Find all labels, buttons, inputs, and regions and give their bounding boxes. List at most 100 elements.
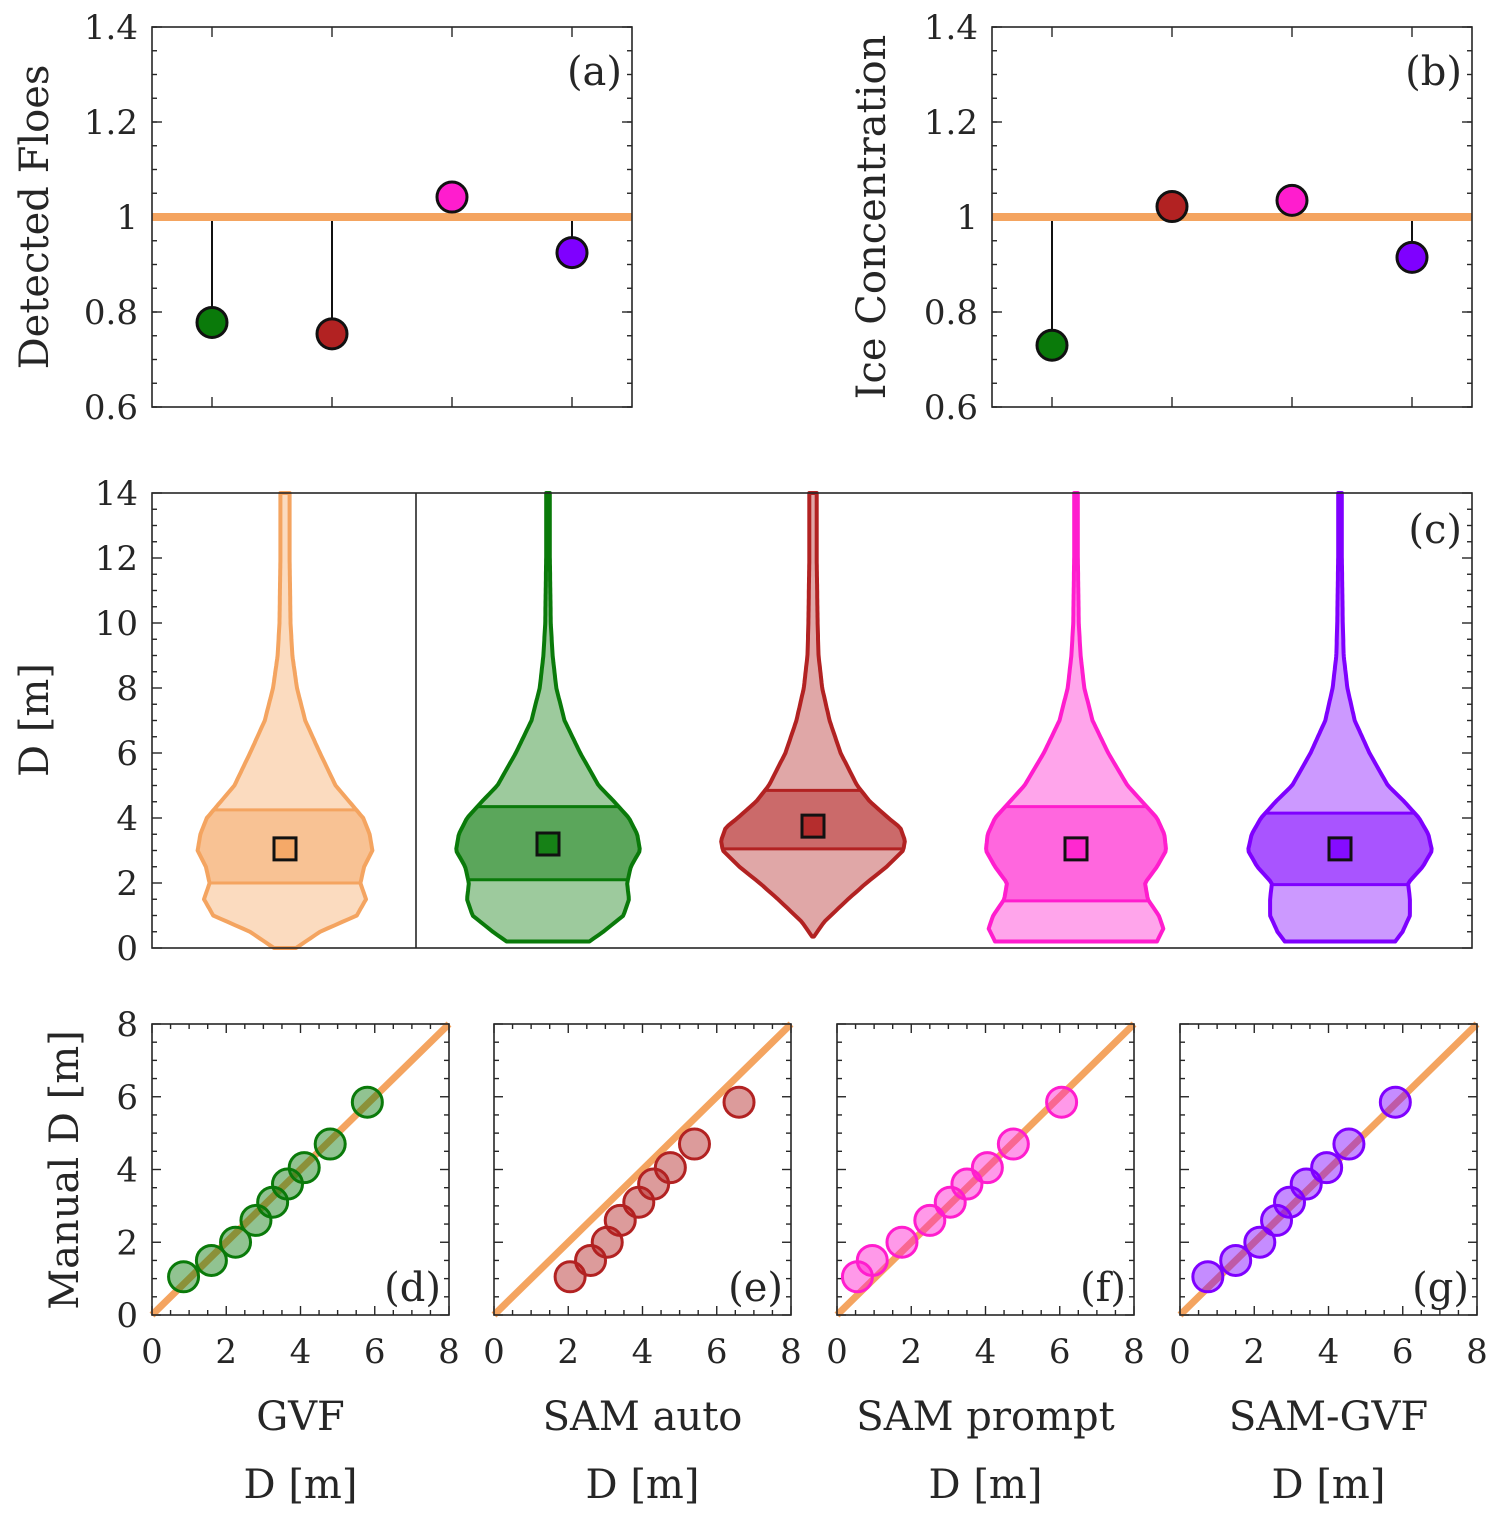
panel-g-xtick-label: 2 (1243, 1332, 1265, 1372)
panel-e-xlabel: D [m] (586, 1462, 700, 1508)
point-SAM-GVF (1310, 1151, 1344, 1185)
panel-b-ytick-label: 0.8 (924, 293, 978, 333)
panel-d-ytick-label: 2 (116, 1223, 138, 1263)
panel-d-xtick-label: 4 (290, 1332, 312, 1372)
point-SAM prompt (1045, 1085, 1079, 1119)
panel-b: 0.6 0.8 1 1.2 1.4 (b) Ice Concentration (849, 8, 1473, 428)
violin-SAM prompt (986, 493, 1166, 942)
point-GVF (313, 1127, 347, 1161)
panel-a-ytick-label: 0.6 (84, 388, 138, 428)
panel-label-b: (b) (1405, 49, 1462, 95)
violin-Manual (197, 493, 373, 948)
marker-SAM-GVF (555, 236, 589, 270)
panel-e-xtick-label: 8 (780, 1332, 802, 1372)
point-SAM-GVF (1332, 1127, 1366, 1161)
panel-g-xtick-label: 8 (1466, 1332, 1488, 1372)
point-SAM prompt (885, 1225, 919, 1259)
panel-b-ytick-label: 1 (956, 198, 978, 238)
panel-e-frame (493, 1023, 792, 1316)
panel-g-method-label: SAM-GVF (1229, 1394, 1428, 1440)
one-to-one-line (1177, 1021, 1480, 1318)
panel-e: 0 2 4 6 8 (e) SAM auto D [m] (483, 1021, 802, 1508)
panel-f-xtick-label: 8 (1123, 1332, 1145, 1372)
panel-f-xtick-label: 6 (1049, 1332, 1071, 1372)
point-SAM-GVF (1191, 1260, 1225, 1294)
panel-d-ytick-label: 0 (116, 1296, 138, 1336)
violin-SAM-GVF (1248, 493, 1432, 942)
marker-SAM auto (1155, 190, 1189, 224)
panel-label-g: (g) (1412, 1265, 1469, 1311)
panel-c-ytick-label: 2 (116, 864, 138, 904)
point-SAM auto (722, 1085, 756, 1119)
panel-e-xtick-label: 0 (483, 1332, 505, 1372)
point-SAM-GVF (1219, 1243, 1253, 1277)
marker-GVF (195, 305, 229, 339)
point-SAM-GVF (1243, 1225, 1277, 1259)
marker-GVF (1035, 328, 1069, 362)
panel-a-ytick-label: 1.2 (84, 103, 138, 143)
panel-b-ytick-label: 0.6 (924, 388, 978, 428)
panel-g: 0 2 4 6 8 (g) SAM-GVF D [m] (1169, 1021, 1488, 1508)
point-GVF (194, 1243, 228, 1277)
point-SAM prompt (970, 1151, 1004, 1185)
point-SAM prompt (855, 1243, 889, 1277)
panel-a-ytick-label: 0.8 (84, 293, 138, 333)
panel-label-c: (c) (1408, 507, 1462, 553)
panel-a-frame (151, 26, 633, 408)
point-SAM-GVF (1260, 1203, 1294, 1237)
panel-e-xtick-label: 6 (706, 1332, 728, 1372)
panel-label-a: (a) (567, 49, 622, 95)
panel-b-ytick-label: 1.4 (924, 8, 978, 48)
median-marker-Manual (272, 836, 298, 862)
panel-label-f: (f) (1080, 1265, 1126, 1311)
panel-d-xtick-label: 8 (438, 1332, 460, 1372)
median-marker-SAM prompt (1063, 836, 1089, 862)
panel-c-ytick-label: 14 (95, 474, 138, 514)
marker-SAM prompt (435, 180, 469, 214)
marker-SAM auto (315, 317, 349, 351)
panel-d-ytick-label: 6 (116, 1078, 138, 1118)
panel-f-xlabel: D [m] (929, 1462, 1043, 1508)
panel-a-ytick-label: 1 (116, 198, 138, 238)
panel-d: 0 2 4 6 8 0 2 4 6 8 Manual D [m] (d) GVF D [m] (42, 1005, 460, 1508)
panel-f-xtick-label: 2 (900, 1332, 922, 1372)
marker-SAM-GVF (1395, 240, 1429, 274)
violin-SAM auto (721, 493, 905, 937)
panel-g-xtick-label: 0 (1169, 1332, 1191, 1372)
panel-a-ylabel: Detected Floes (12, 65, 58, 370)
point-GVF (287, 1151, 321, 1185)
panel-c-ytick-label: 4 (116, 799, 138, 839)
point-SAM prompt (996, 1127, 1030, 1161)
panel-d-ytick-label: 4 (116, 1151, 138, 1191)
median-marker-SAM-GVF (1327, 836, 1353, 862)
panel-d-ylabel: Manual D [m] (42, 1030, 88, 1310)
panel-f: 0 2 4 6 8 (f) SAM prompt D [m] (826, 1021, 1145, 1508)
panel-d-xtick-label: 2 (215, 1332, 237, 1372)
panel-c-ytick-label: 0 (116, 929, 138, 969)
panel-d-xtick-label: 6 (364, 1332, 386, 1372)
one-to-one-line (149, 1021, 452, 1318)
median-marker-GVF (535, 831, 561, 857)
panel-c-ytick-label: 10 (95, 604, 138, 644)
panel-e-xtick-label: 4 (632, 1332, 654, 1372)
panel-b-ytick-label: 1.2 (924, 103, 978, 143)
panel-d-frame (151, 1023, 450, 1316)
panel-c-frame (151, 492, 1473, 949)
point-SAM auto (677, 1127, 711, 1161)
panel-c: 0 2 4 6 8 10 12 14 (c) D [m] (12, 474, 1473, 969)
point-GVF (350, 1085, 384, 1119)
point-GVF (167, 1260, 201, 1294)
panel-label-d: (d) (384, 1265, 441, 1311)
point-SAM prompt (913, 1203, 947, 1237)
point-SAM-GVF (1378, 1085, 1412, 1119)
median-marker-SAM auto (800, 813, 826, 839)
panel-g-xlabel: D [m] (1272, 1462, 1386, 1508)
panel-f-xtick-label: 0 (826, 1332, 848, 1372)
panel-label-e: (e) (728, 1265, 783, 1311)
panel-b-ylabel: Ice Concentration (849, 35, 895, 400)
panel-g-xtick-label: 6 (1392, 1332, 1414, 1372)
panel-f-frame (836, 1023, 1135, 1316)
marker-SAM prompt (1275, 183, 1309, 217)
panel-e-xtick-label: 2 (557, 1332, 579, 1372)
panel-c-ytick-label: 6 (116, 734, 138, 774)
